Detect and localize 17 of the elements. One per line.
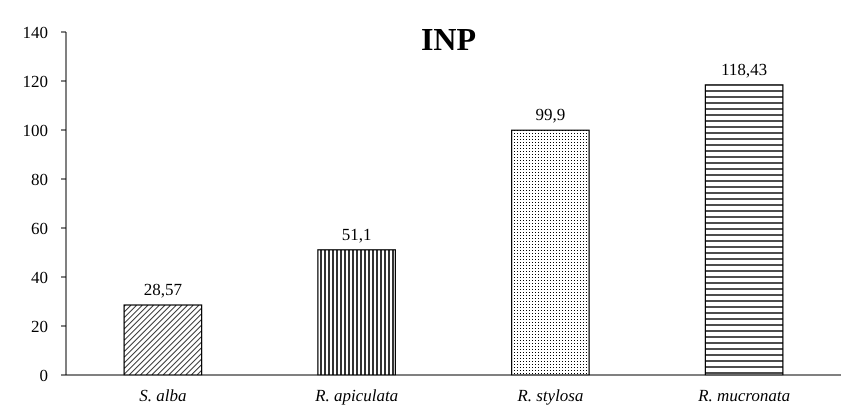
y-tick-label: 40 bbox=[31, 268, 48, 287]
x-tick-label: R. mucronata bbox=[697, 386, 790, 405]
y-tick-label: 80 bbox=[31, 170, 48, 189]
x-tick-label: S. alba bbox=[139, 386, 186, 405]
x-tick-label: R. stylosa bbox=[516, 386, 584, 405]
y-tick-label: 0 bbox=[40, 366, 48, 385]
y-tick-label: 60 bbox=[31, 218, 48, 238]
chart-title: INP bbox=[420, 21, 476, 57]
data-label: 28,57 bbox=[144, 280, 182, 300]
y-tick-label: 120 bbox=[22, 72, 48, 91]
data-label: 51,1 bbox=[342, 224, 372, 244]
y-tick-label: 20 bbox=[31, 316, 48, 336]
data-label: 118,43 bbox=[721, 60, 768, 79]
data-label: 99,9 bbox=[536, 105, 566, 124]
y-tick-label: 140 bbox=[22, 22, 48, 42]
x-tick-label: R. apiculata bbox=[314, 386, 398, 405]
y-tick-label: 100 bbox=[22, 120, 48, 140]
